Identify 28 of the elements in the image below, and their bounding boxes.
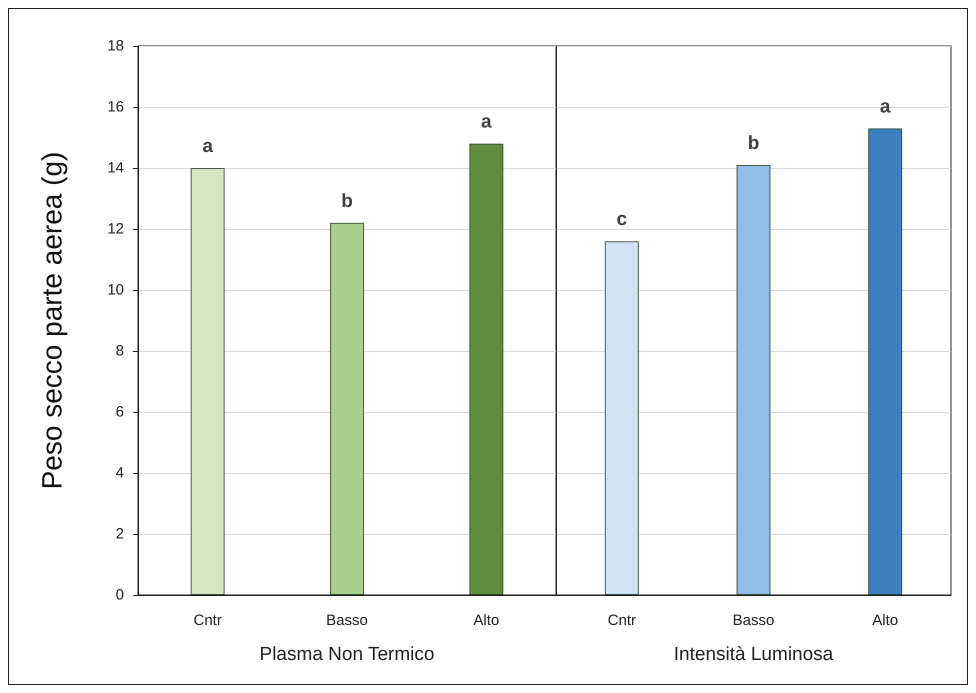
y-tick-label: 6 <box>116 404 124 420</box>
y-tick-label: 2 <box>116 526 124 542</box>
y-tick-label: 16 <box>107 98 124 116</box>
bar <box>190 168 225 595</box>
annotation: b <box>341 190 353 212</box>
x-tick-label: Basso <box>732 612 774 629</box>
y-tick-label: 0 <box>116 586 124 604</box>
y-tick-label: 18 <box>107 38 124 54</box>
y-tick-label: 8 <box>116 342 124 360</box>
y-tick-label: 12 <box>107 220 124 238</box>
x-tick-label: Cntr <box>608 612 636 629</box>
annotation: a <box>202 136 214 157</box>
y-tick-label: 14 <box>107 160 124 176</box>
annotation: c <box>616 209 628 230</box>
annotation: a <box>880 96 891 118</box>
y-tick-label: 10 <box>107 282 124 298</box>
bar <box>330 222 364 595</box>
x-tick-label: Basso <box>326 612 368 629</box>
x-tick-label: Alto <box>473 612 500 629</box>
x-axis-title: Intensità Luminosa <box>674 644 834 665</box>
x-tick-label: Alto <box>872 612 898 629</box>
annotation: a <box>481 112 492 133</box>
y-axis-title: Peso secco parte aerea (g) <box>36 152 68 490</box>
bar <box>469 144 504 595</box>
annotation: b <box>748 132 760 154</box>
x-axis-title: Plasma Non Termico <box>260 644 434 665</box>
y-tick-label: 4 <box>116 464 124 482</box>
x-tick-label: Cntr <box>193 612 222 629</box>
